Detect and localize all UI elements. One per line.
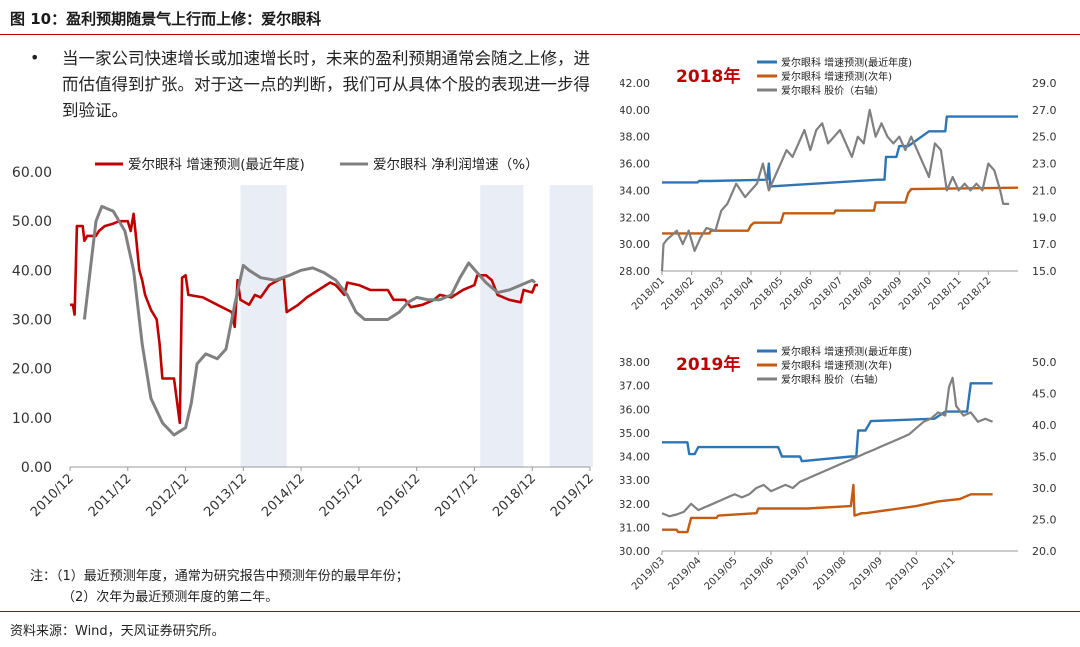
series-line-0 [662,382,993,463]
y-right-tick-label: 35.0 [1032,451,1057,464]
series-line-1 [662,483,993,534]
x-tick-label: 2014/12 [259,471,308,520]
y-right-tick-label: 25.0 [1032,514,1057,527]
legend-label-1: 爱尔眼科 增速预测(次年) [781,70,892,83]
note-line-1: 注：（1）最近预测年度，通常为研究报告中预测年份的最早年份； [30,569,409,584]
source-note: 资料来源：Wind，天风证券研究所。 [10,624,225,639]
y-left-tick-label: 38.00 [620,356,650,369]
y-left-tick-label: 38.00 [620,131,650,144]
y-left-tick-label: 37.00 [620,380,650,393]
x-tick-label: 2017/12 [432,471,481,520]
x-tick-label: 2019/10 [884,555,921,592]
x-tick-label: 2010/12 [28,471,77,520]
y-right-tick-label: 21.0 [1032,184,1057,197]
y-left-tick-label: 42.00 [620,77,650,90]
note-line-2: （2）次年为最近预测年度的第二年。 [62,590,279,605]
x-tick-label: 2019/11 [921,555,958,592]
x-tick-label: 2018/12 [956,275,993,312]
y-left-tick-label: 28.00 [620,265,650,278]
legend-label-0: 爱尔眼科 增速预测(最近年度) [128,157,305,173]
bullet-mark: • [30,48,40,67]
y-right-tick-label: 40.0 [1032,419,1057,432]
series-line-2 [660,108,1010,272]
title-divider [0,34,1080,35]
y-left-tick-label: 31.00 [620,521,650,534]
y-left-tick-label: 40.00 [620,104,650,117]
legend-label-0: 爱尔眼科 增速预测(最近年度) [781,56,912,69]
y-right-tick-label: 20.0 [1032,545,1057,558]
y-tick-label: 20.00 [12,362,52,378]
shaded-period-2 [549,185,593,467]
y-left-tick-label: 36.00 [620,158,650,171]
x-tick-label: 2013/12 [201,471,250,520]
y-right-tick-label: 30.0 [1032,482,1057,495]
x-tick-label: 2011/12 [86,471,135,520]
y-right-tick-label: 23.0 [1032,158,1057,171]
y-left-tick-label: 32.00 [620,498,650,511]
y-right-tick-label: 45.0 [1032,388,1057,401]
legend-label-2: 爱尔眼科 股价（右轴） [781,373,884,386]
body-paragraph: 当一家公司快速增长或加速增长时，未来的盈利预期通常会随之上修，进而估值得到扩张。… [62,49,590,120]
figure-title: 图 10：盈利预期随景气上行而上修：爱尔眼科 [10,10,322,28]
x-tick-label: 2019/03 [630,555,667,592]
y-right-tick-label: 19.0 [1032,211,1057,224]
x-tick-label: 2016/12 [375,471,424,520]
chart-2018: 28.00 30.00 32.00 34.00 36.00 38.00 40.00 42.00… [620,56,1057,312]
x-tick-label: 2015/12 [317,471,366,520]
footer-divider [0,611,1080,612]
y-left-tick-label: 33.00 [620,474,650,487]
x-tick-label: 2012/12 [144,471,193,520]
main-chart: 0.00 10.00 20.00 30.00 40.00 50.00 60.00 2010/1… [12,157,597,520]
chart-2019: 30.00 31.00 32.00 33.00 34.00 35.00 36.00 37.00… [620,345,1057,592]
y-left-tick-label: 36.00 [620,403,650,416]
y-right-tick-label: 15.0 [1032,265,1057,278]
series-line-0 [662,115,1018,188]
x-tick-label: 2019/05 [703,555,740,592]
x-tick-label: 2019/09 [848,555,885,592]
legend-label-1: 爱尔眼科 增速预测(次年) [781,359,892,372]
year-label: 2019年 [676,354,740,375]
x-tick-label: 2019/04 [666,555,703,592]
shaded-period-1 [480,185,524,467]
x-tick-label: 2019/12 [548,471,597,520]
legend-label-1: 爱尔眼科 净利润增速（%） [373,157,539,173]
legend-label-2: 爱尔眼科 股价（右轴） [781,84,884,97]
y-tick-label: 10.00 [12,411,52,427]
legend-label-0: 爱尔眼科 增速预测(最近年度) [781,345,912,358]
series-line-1 [662,186,1019,235]
series-line-2 [661,376,994,518]
y-tick-label: 0.00 [21,460,52,476]
series-line-1 [82,204,537,437]
y-tick-label: 50.00 [12,214,52,230]
y-left-tick-label: 32.00 [620,211,650,224]
y-right-tick-label: 27.0 [1032,104,1057,117]
y-left-tick-label: 34.00 [620,184,650,197]
x-tick-label: 2019/07 [775,555,812,592]
x-tick-label: 2018/12 [490,471,539,520]
x-tick-label: 2019/08 [812,555,849,592]
y-left-tick-label: 30.00 [620,238,650,251]
shaded-period-0 [240,185,287,467]
x-tick-label: 2019/06 [739,555,776,592]
y-tick-label: 40.00 [12,263,52,279]
y-right-tick-label: 50.0 [1032,356,1057,369]
y-left-tick-label: 34.00 [620,451,650,464]
y-tick-label: 60.00 [12,165,52,181]
y-left-tick-label: 30.00 [620,545,650,558]
notes: 注：（1）最近预测年度，通常为研究报告中预测年份的最早年份； （2）次年为最近预… [30,566,409,608]
y-right-tick-label: 25.0 [1032,131,1057,144]
year-label: 2018年 [676,66,740,87]
y-left-tick-label: 35.00 [620,427,650,440]
y-right-tick-label: 29.0 [1032,77,1057,90]
y-tick-label: 30.00 [12,313,52,329]
series-line-0 [70,212,538,425]
y-right-tick-label: 17.0 [1032,238,1057,251]
